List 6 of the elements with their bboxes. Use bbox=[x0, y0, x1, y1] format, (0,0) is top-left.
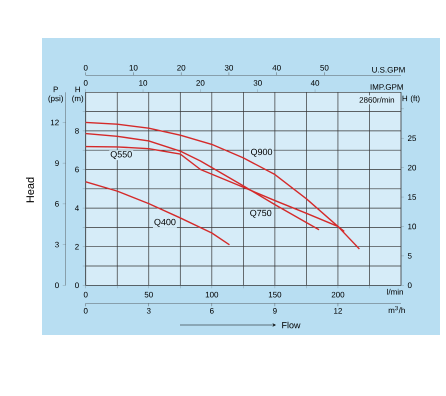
text: Head bbox=[26, 178, 34, 202]
series-label: Q550 bbox=[110, 151, 132, 160]
series-label: Q900 bbox=[250, 148, 272, 157]
series-label: Q750 bbox=[250, 210, 272, 218]
series-label: Q400 bbox=[154, 218, 176, 227]
text: Flow bbox=[282, 322, 300, 328]
